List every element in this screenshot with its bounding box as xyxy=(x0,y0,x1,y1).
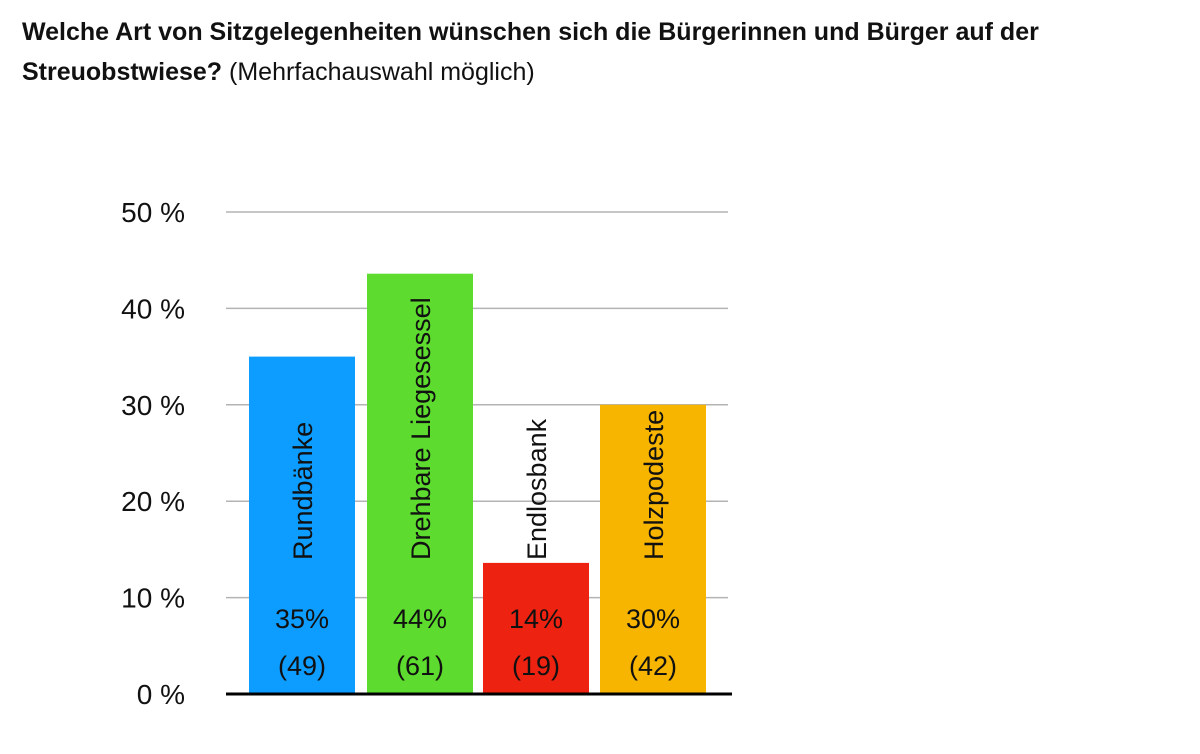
chart-title-note: (Mehrfachauswahl möglich) xyxy=(229,58,535,86)
bar-count-label: (42) xyxy=(629,651,677,681)
y-tick-label: 10 % xyxy=(121,583,185,614)
bar-category-label: Drehbare Liegesessel xyxy=(406,297,436,560)
chart-title: Welche Art von Sitzgelegenheiten wünsche… xyxy=(22,12,1182,92)
bar xyxy=(249,356,355,694)
y-tick-label: 40 % xyxy=(121,293,185,324)
y-tick-label: 30 % xyxy=(121,390,185,421)
bar-percent-label: 30% xyxy=(626,604,680,634)
bar-count-label: (19) xyxy=(512,651,560,681)
bar xyxy=(483,562,589,694)
bar-count-label: (49) xyxy=(278,651,326,681)
bars: Rundbänke 35% (49) Drehbare Liegesessel 44% (… xyxy=(249,273,706,694)
bar xyxy=(600,404,706,694)
y-tick-label: 0 % xyxy=(137,679,185,710)
y-tick-label: 50 % xyxy=(121,197,185,228)
bar-percent-label: 14% xyxy=(509,604,563,634)
bar-category-label: Holzpodeste xyxy=(639,410,669,560)
bar-count-label: (61) xyxy=(396,651,444,681)
bar-category-label: Endlosbank xyxy=(522,418,552,560)
chart-title-main: Welche Art von Sitzgelegenheiten wünsche… xyxy=(22,18,1039,86)
bar-percent-label: 35% xyxy=(275,604,329,634)
bar-category-label: Rundbänke xyxy=(288,422,318,560)
y-tick-label: 20 % xyxy=(121,486,185,517)
bar-percent-label: 44% xyxy=(393,604,447,634)
bar xyxy=(367,273,473,694)
y-axis-ticks: 0 % 10 % 20 % 30 % 40 % 50 % xyxy=(121,197,185,710)
